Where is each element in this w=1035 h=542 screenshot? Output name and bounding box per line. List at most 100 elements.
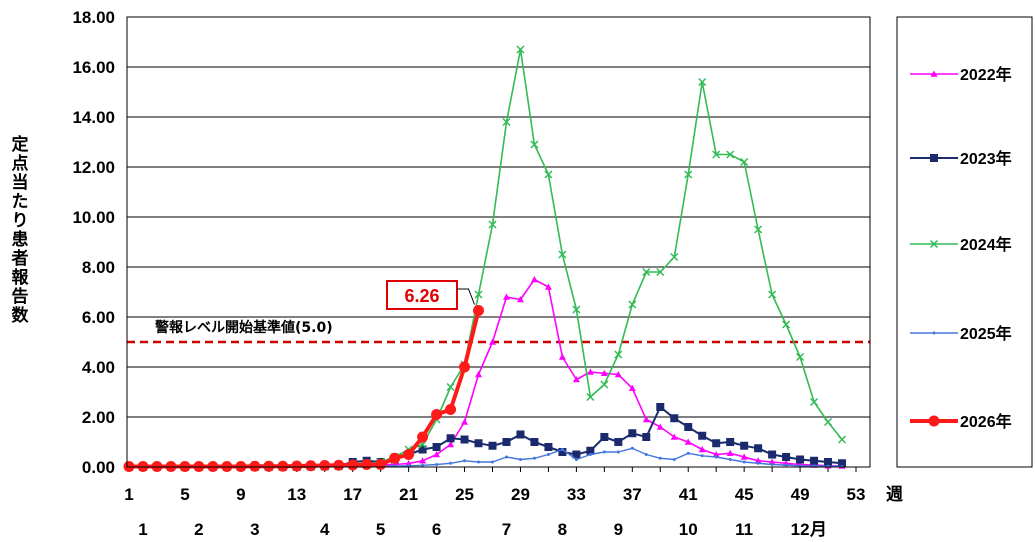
data-point <box>656 403 665 411</box>
data-point <box>449 461 453 465</box>
data-point-stroke <box>824 417 833 427</box>
data-point-stroke <box>544 170 553 179</box>
y-tick-label: 10.00 <box>72 208 115 227</box>
data-point <box>361 459 373 470</box>
data-point <box>463 459 467 463</box>
plot-frame <box>126 16 871 468</box>
data-point <box>560 448 564 451</box>
data-point-stroke <box>418 440 427 449</box>
x-tick-label: 29 <box>511 485 530 504</box>
data-point <box>642 416 650 423</box>
x-tick-label: 53 <box>847 485 866 504</box>
data-point-stroke <box>768 290 777 299</box>
x-tick-label: 41 <box>679 485 698 504</box>
data-point <box>558 448 567 456</box>
data-point <box>824 417 833 427</box>
data-point <box>628 429 637 438</box>
data-point <box>754 457 762 464</box>
y-tick-label: 18.00 <box>72 8 115 27</box>
data-point <box>698 77 707 87</box>
data-point <box>546 453 550 456</box>
month-label: 12 <box>791 520 810 539</box>
data-point <box>824 458 833 466</box>
month-label: 6 <box>432 520 441 539</box>
data-point <box>684 438 692 445</box>
data-point <box>614 438 623 446</box>
data-point <box>600 433 609 441</box>
y-tick-label: 12.00 <box>72 158 115 177</box>
legend-item-1: 2022年 <box>910 65 1012 84</box>
x-tick-label: 17 <box>343 485 362 504</box>
data-point <box>305 460 317 472</box>
y-tick-label: 2.00 <box>82 408 115 427</box>
month-label: 3 <box>250 520 259 539</box>
legend-label: 2023年 <box>960 149 1012 168</box>
data-point <box>712 451 720 458</box>
data-point <box>460 435 469 444</box>
data-point <box>445 404 457 415</box>
data-point <box>768 290 777 299</box>
y-axis-label-char: 者 <box>11 248 29 269</box>
y-tick-label: 0.00 <box>82 458 115 477</box>
data-point <box>784 463 788 467</box>
data-point <box>810 397 819 407</box>
data-point <box>768 450 777 459</box>
month-label: 1 <box>138 520 147 539</box>
x-tick-label: 37 <box>623 485 642 504</box>
data-point <box>928 415 940 427</box>
data-point <box>291 460 303 472</box>
x-tick-label: 45 <box>735 485 754 504</box>
data-point <box>474 290 483 299</box>
data-point <box>726 150 735 159</box>
data-point <box>628 384 636 392</box>
data-point <box>477 460 481 464</box>
data-point <box>768 458 776 465</box>
month-label: 2 <box>194 520 203 539</box>
data-point <box>419 457 427 464</box>
data-point <box>642 433 651 441</box>
data-point <box>516 45 525 54</box>
x-tick-label: 13 <box>287 485 306 504</box>
data-point <box>712 439 721 448</box>
data-point <box>932 331 936 335</box>
data-point <box>504 455 508 459</box>
threshold-group: 警報レベル開始基準値(5.0) <box>127 319 870 344</box>
data-point <box>630 446 634 450</box>
data-point <box>473 305 485 316</box>
data-point <box>614 350 623 359</box>
data-point <box>782 453 791 461</box>
data-point-stroke <box>474 290 483 299</box>
legend-box <box>896 16 1033 468</box>
data-point <box>782 320 791 329</box>
legend-label: 2025年 <box>960 324 1012 343</box>
y-tick-labels: 0.00 2.00 4.00 6.00 8.00 10.00 12.00 14.00 16.00… <box>72 8 115 477</box>
x-tick-label: 1 <box>124 485 133 504</box>
data-point-stroke <box>558 250 567 259</box>
x-tick-labels: 1 5 9 13 17 21 25 29 33 37 41 45 49 53 週 <box>124 467 903 504</box>
legend-item-3: 2024年 <box>910 235 1012 254</box>
data-point <box>347 459 359 471</box>
data-point <box>489 338 496 345</box>
month-label: 5 <box>376 520 385 539</box>
y-axis-label-char: 報 <box>12 267 30 288</box>
data-point <box>756 461 760 465</box>
data-point-stroke <box>712 150 721 159</box>
x-tick-label: 25 <box>455 485 474 504</box>
data-point <box>810 456 819 465</box>
y-axis-label-char: 患 <box>12 230 29 250</box>
x-unit-label: 週 <box>886 485 903 504</box>
month-label: 11 <box>735 520 753 539</box>
data-point <box>574 458 578 461</box>
data-point <box>446 382 455 392</box>
data-point <box>726 438 735 446</box>
data-point <box>491 460 494 464</box>
data-point-stroke <box>684 170 693 179</box>
data-point-stroke <box>614 350 623 359</box>
callout-group: 6.26 <box>386 280 475 310</box>
data-point <box>600 369 608 377</box>
legend-label: 2024年 <box>960 235 1012 254</box>
data-point <box>684 170 693 179</box>
data-point-stroke <box>754 225 763 234</box>
data-point-stroke <box>726 150 735 159</box>
